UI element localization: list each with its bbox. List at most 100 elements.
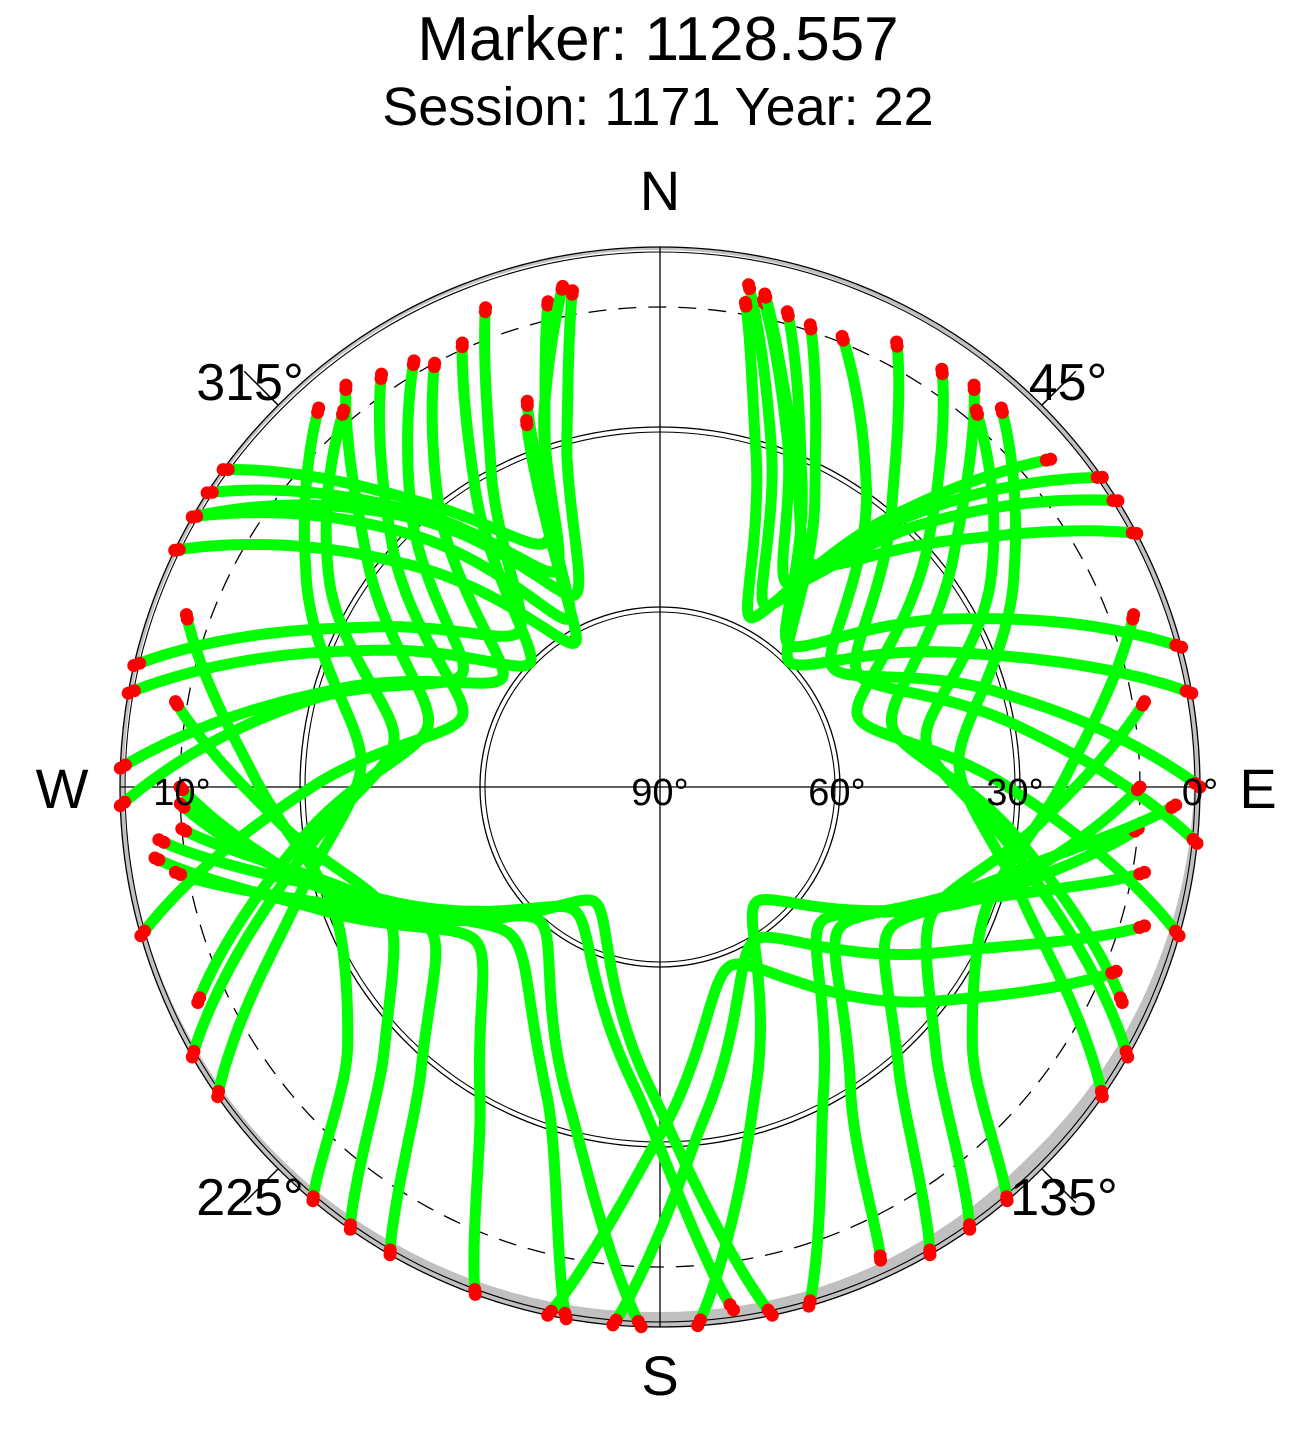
- track-endpoint: [173, 780, 187, 794]
- track-endpoint: [1138, 919, 1151, 933]
- track-endpoint: [631, 1314, 645, 1328]
- track-endpoint: [967, 378, 981, 392]
- satellite-track: [541, 958, 1123, 1322]
- track-line: [966, 609, 1140, 1207]
- track-endpoint: [455, 336, 469, 350]
- satellite-track: [851, 362, 1186, 943]
- track-endpoint: [152, 833, 166, 847]
- track-endpoint: [479, 301, 493, 315]
- track-line: [739, 297, 1057, 624]
- chart-subtitle: Session: 1171 Year: 22: [382, 77, 933, 137]
- track-endpoint: [1039, 453, 1053, 467]
- track-line: [878, 781, 1146, 1261]
- azimuth-tick-45: [1041, 370, 1077, 406]
- elevation-label-60: 60°: [808, 772, 865, 814]
- track-line: [692, 866, 1150, 1332]
- track-endpoint: [556, 279, 570, 293]
- track-endpoint: [468, 1283, 482, 1296]
- track-endpoint: [1090, 470, 1104, 484]
- track-endpoint: [173, 797, 187, 811]
- satellite-track: [825, 329, 1207, 794]
- south-label: S: [641, 1344, 678, 1407]
- track-endpoint: [935, 362, 949, 376]
- track-endpoint: [375, 367, 388, 381]
- track-endpoint: [312, 401, 326, 415]
- track-endpoint: [1169, 638, 1183, 652]
- track-endpoint: [609, 1313, 623, 1327]
- azimuth-label-45: 45°: [1029, 354, 1108, 412]
- track-endpoint: [1113, 991, 1127, 1005]
- track-endpoint: [339, 378, 353, 392]
- track-endpoint: [172, 543, 186, 556]
- track-endpoint: [803, 318, 817, 332]
- track-endpoint: [1133, 780, 1147, 794]
- satellite-track: [185, 403, 400, 1064]
- track-endpoint: [541, 295, 555, 309]
- track-endpoint: [428, 356, 442, 370]
- east-label: E: [1239, 757, 1276, 820]
- track-line: [114, 357, 509, 774]
- elevation-label-0: 0°: [1182, 772, 1218, 814]
- track-endpoint: [169, 695, 182, 709]
- track-line: [781, 319, 1198, 699]
- track-endpoint: [1119, 1044, 1133, 1058]
- track-endpoint: [118, 795, 132, 809]
- satellite-track: [179, 608, 354, 1208]
- track-endpoint: [169, 865, 182, 879]
- track-line: [186, 404, 400, 1063]
- track-endpoint: [148, 851, 162, 865]
- track-endpoint: [835, 329, 849, 343]
- track-endpoint: [803, 1294, 817, 1308]
- track-endpoint: [306, 1190, 320, 1204]
- track-endpoint: [994, 401, 1008, 415]
- track-endpoint: [1169, 924, 1182, 938]
- satellite-track: [134, 367, 469, 943]
- track-endpoint: [133, 656, 147, 670]
- satellite-track: [113, 356, 509, 775]
- track-line: [212, 402, 367, 1103]
- track-endpoint: [544, 1304, 558, 1318]
- track-endpoint: [520, 394, 534, 408]
- azimuth-tick-225: [243, 1168, 279, 1204]
- satellite-track: [849, 335, 1204, 850]
- satellite-track: [966, 608, 1141, 1208]
- track-endpoint: [1127, 608, 1141, 622]
- track-endpoint: [1094, 1084, 1108, 1098]
- track-endpoint: [1125, 526, 1139, 540]
- track-line: [542, 958, 1122, 1321]
- track-endpoint: [1179, 684, 1193, 698]
- azimuth-label-225: 225°: [196, 1169, 304, 1227]
- elevation-label-30: 30°: [986, 772, 1043, 814]
- azimuth-label-315: 315°: [196, 354, 304, 412]
- track-endpoint: [221, 463, 235, 476]
- track-endpoint: [758, 287, 772, 301]
- track-line: [953, 402, 1108, 1103]
- track-endpoint: [1186, 832, 1200, 846]
- track-line: [920, 404, 1134, 1063]
- track-endpoint: [1106, 494, 1120, 507]
- track-line: [174, 781, 442, 1261]
- chart-title: Marker: 1128.557: [417, 5, 898, 74]
- satellite-track: [920, 695, 1151, 1236]
- satellite-track: [173, 780, 442, 1262]
- satellite-track: [113, 354, 469, 813]
- track-endpoint: [138, 924, 151, 938]
- north-label: N: [640, 159, 680, 222]
- track-endpoint: [179, 608, 193, 622]
- track-endpoint: [723, 1298, 737, 1312]
- track-endpoint: [520, 414, 534, 427]
- track-endpoint: [190, 509, 204, 523]
- track-endpoint: [738, 296, 752, 309]
- track-endpoint: [127, 684, 141, 698]
- elevation-label-10: 10°: [153, 772, 210, 814]
- track-endpoint: [1188, 776, 1202, 790]
- track-endpoint: [780, 305, 794, 319]
- satellite-track: [878, 780, 1147, 1262]
- track-endpoint: [923, 1243, 937, 1257]
- satellite-track: [738, 296, 1058, 624]
- track-endpoint: [693, 1313, 707, 1327]
- track-line: [170, 696, 400, 1235]
- track-endpoint: [383, 1243, 397, 1257]
